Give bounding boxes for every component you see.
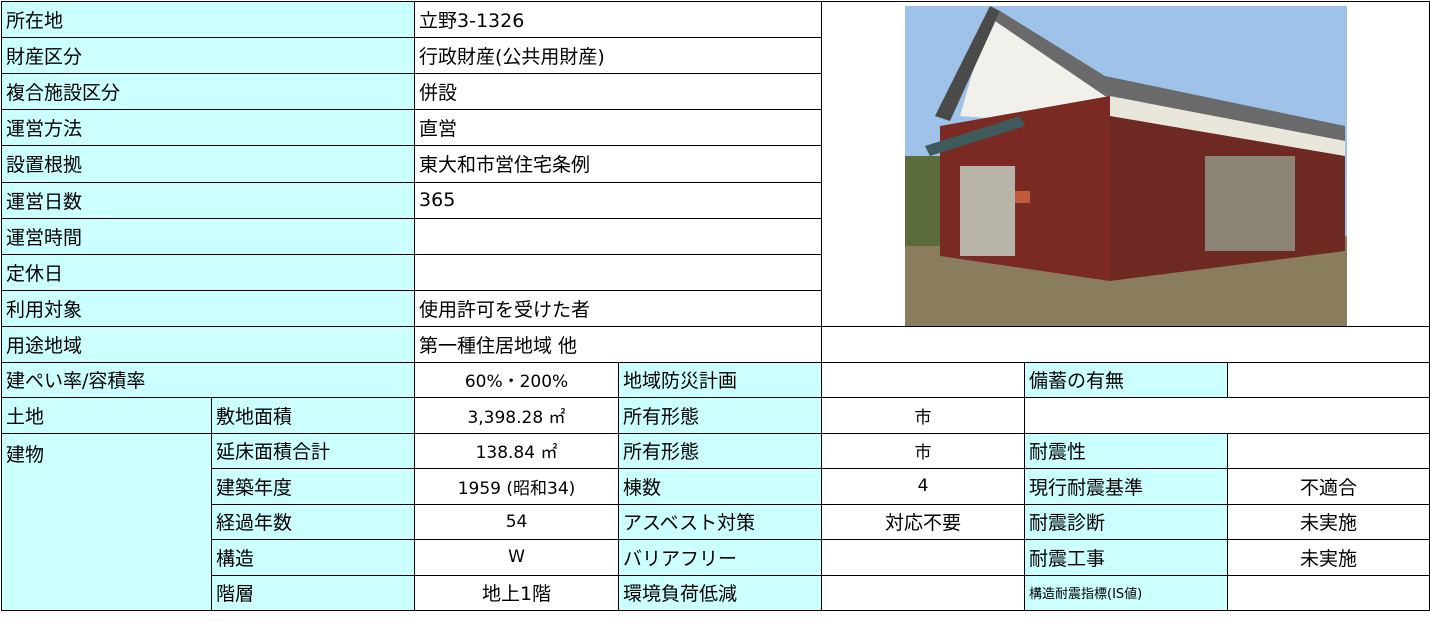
roof [994,11,1345,141]
value: W [414,539,620,576]
value: 直営 [414,109,823,147]
label: 地域防災計画 [618,361,823,398]
label: 建築年度 [210,468,416,505]
label: 環境負荷低減 [618,574,823,611]
value: 1959 (昭和34) [414,468,620,505]
row: 財産区分 行政財産(公共用財産) [0,37,1430,75]
value: 使用許可を受けた者 [414,289,823,328]
label: バリアフリー [618,539,823,576]
row: 建物 延床面積合計 138.84 ㎡ 所有形態 市 耐震性 [1,432,1430,611]
label: 運営日数 [0,181,416,219]
label: 運営方法 [0,109,416,147]
label: 複合施設区分 [0,73,416,111]
label: 構造 [210,539,416,576]
label: 備蓄の有無 [1024,361,1229,398]
blank [1227,432,1430,469]
label: 延床面積合計 [210,432,416,469]
label: 建ぺい率/容積率 [0,361,416,398]
label: 敷地面積 [210,397,416,434]
value: 立野3-1326 [414,0,823,39]
row: 建築年度 1959 (昭和34) 棟数 4 現行耐震基準 不適合 [2,468,1430,505]
label: 財産区分 [0,37,416,75]
blank [821,574,1026,611]
label: 構造耐震指標(IS値) [1024,574,1229,611]
label: 耐震診断 [1024,503,1229,540]
blank [821,539,1026,576]
gable [959,11,1105,126]
value: 不適合 [1227,468,1430,505]
label: 所在地 [0,0,416,39]
blank [1227,361,1430,398]
row: 運営方法 直営 [0,109,1430,147]
value [414,253,823,291]
label: 現行耐震基準 [1024,468,1229,505]
photo-cell [821,1,1430,327]
label: 所有形態 [618,432,823,469]
door [959,166,1015,256]
value: 365 [414,181,823,219]
meter-box [1014,191,1030,203]
value: 市 [821,397,1026,434]
blank [821,361,1026,398]
shutters [1204,156,1295,251]
row: 構造 W バリアフリー 耐震工事 未実施 [2,539,1430,576]
row: 利用対象 使用許可を受けた者 [0,289,1430,328]
label: 用途地域 [0,326,416,363]
value: 第一種住居地域 他 [414,326,823,363]
row: 設置根拠 東大和市営住宅条例 [0,145,1430,183]
row: 土地 敷地面積 3,398.28 ㎡ 所有形態 市 [1,397,1430,434]
row: 建ぺい率/容積率 60%・200% 地域防災計画 備蓄の有無 [0,361,1430,398]
label: 棟数 [618,468,823,505]
label: 運営時間 [0,217,416,255]
tree [904,156,945,246]
label: 所有形態 [618,397,823,434]
value: 3,398.28 ㎡ [414,397,620,434]
value: 東大和市営住宅条例 [414,145,823,183]
awning [924,116,1025,156]
label: 利用対象 [0,289,416,328]
value: 行政財産(公共用財産) [414,37,823,75]
label: 定休日 [0,253,416,291]
blank [1227,574,1430,611]
value: 地上1階 [414,574,620,611]
label: 耐震工事 [1024,539,1229,576]
row: 経過年数 54 アスベスト対策 対応不要 耐震診断 未実施 [2,503,1430,540]
label: 耐震性 [1024,432,1229,469]
value [414,217,823,255]
row: 所在地 立野3-1326 [0,0,1430,327]
blank [1024,397,1430,434]
value: 未実施 [1227,503,1430,540]
row: 運営時間 [0,217,1430,255]
row: 用途地域 第一種住居地域 他 [0,326,1430,363]
value: 138.84 ㎡ [414,432,620,469]
roof-edge [934,6,1000,121]
label: 建物 [1,432,212,611]
label: 経過年数 [210,503,416,540]
value: 未実施 [1227,539,1430,576]
value: 4 [821,468,1026,505]
row: 運営日数 365 [0,181,1430,219]
value: 60%・200% [414,361,620,398]
value: 対応不要 [821,503,1026,540]
building-photo [904,6,1347,326]
blank [821,326,1430,363]
value: 54 [414,503,620,540]
value: 併設 [414,73,823,111]
side-upper-wall [1109,96,1345,156]
value: 市 [821,432,1026,469]
label: アスベスト対策 [618,503,823,540]
label: 土地 [1,397,212,434]
label: 階層 [210,574,416,611]
row: 定休日 [0,253,1430,291]
row: 階層 地上1階 環境負荷低減 構造耐震指標(IS値) [2,574,1430,611]
label: 設置根拠 [0,145,416,183]
